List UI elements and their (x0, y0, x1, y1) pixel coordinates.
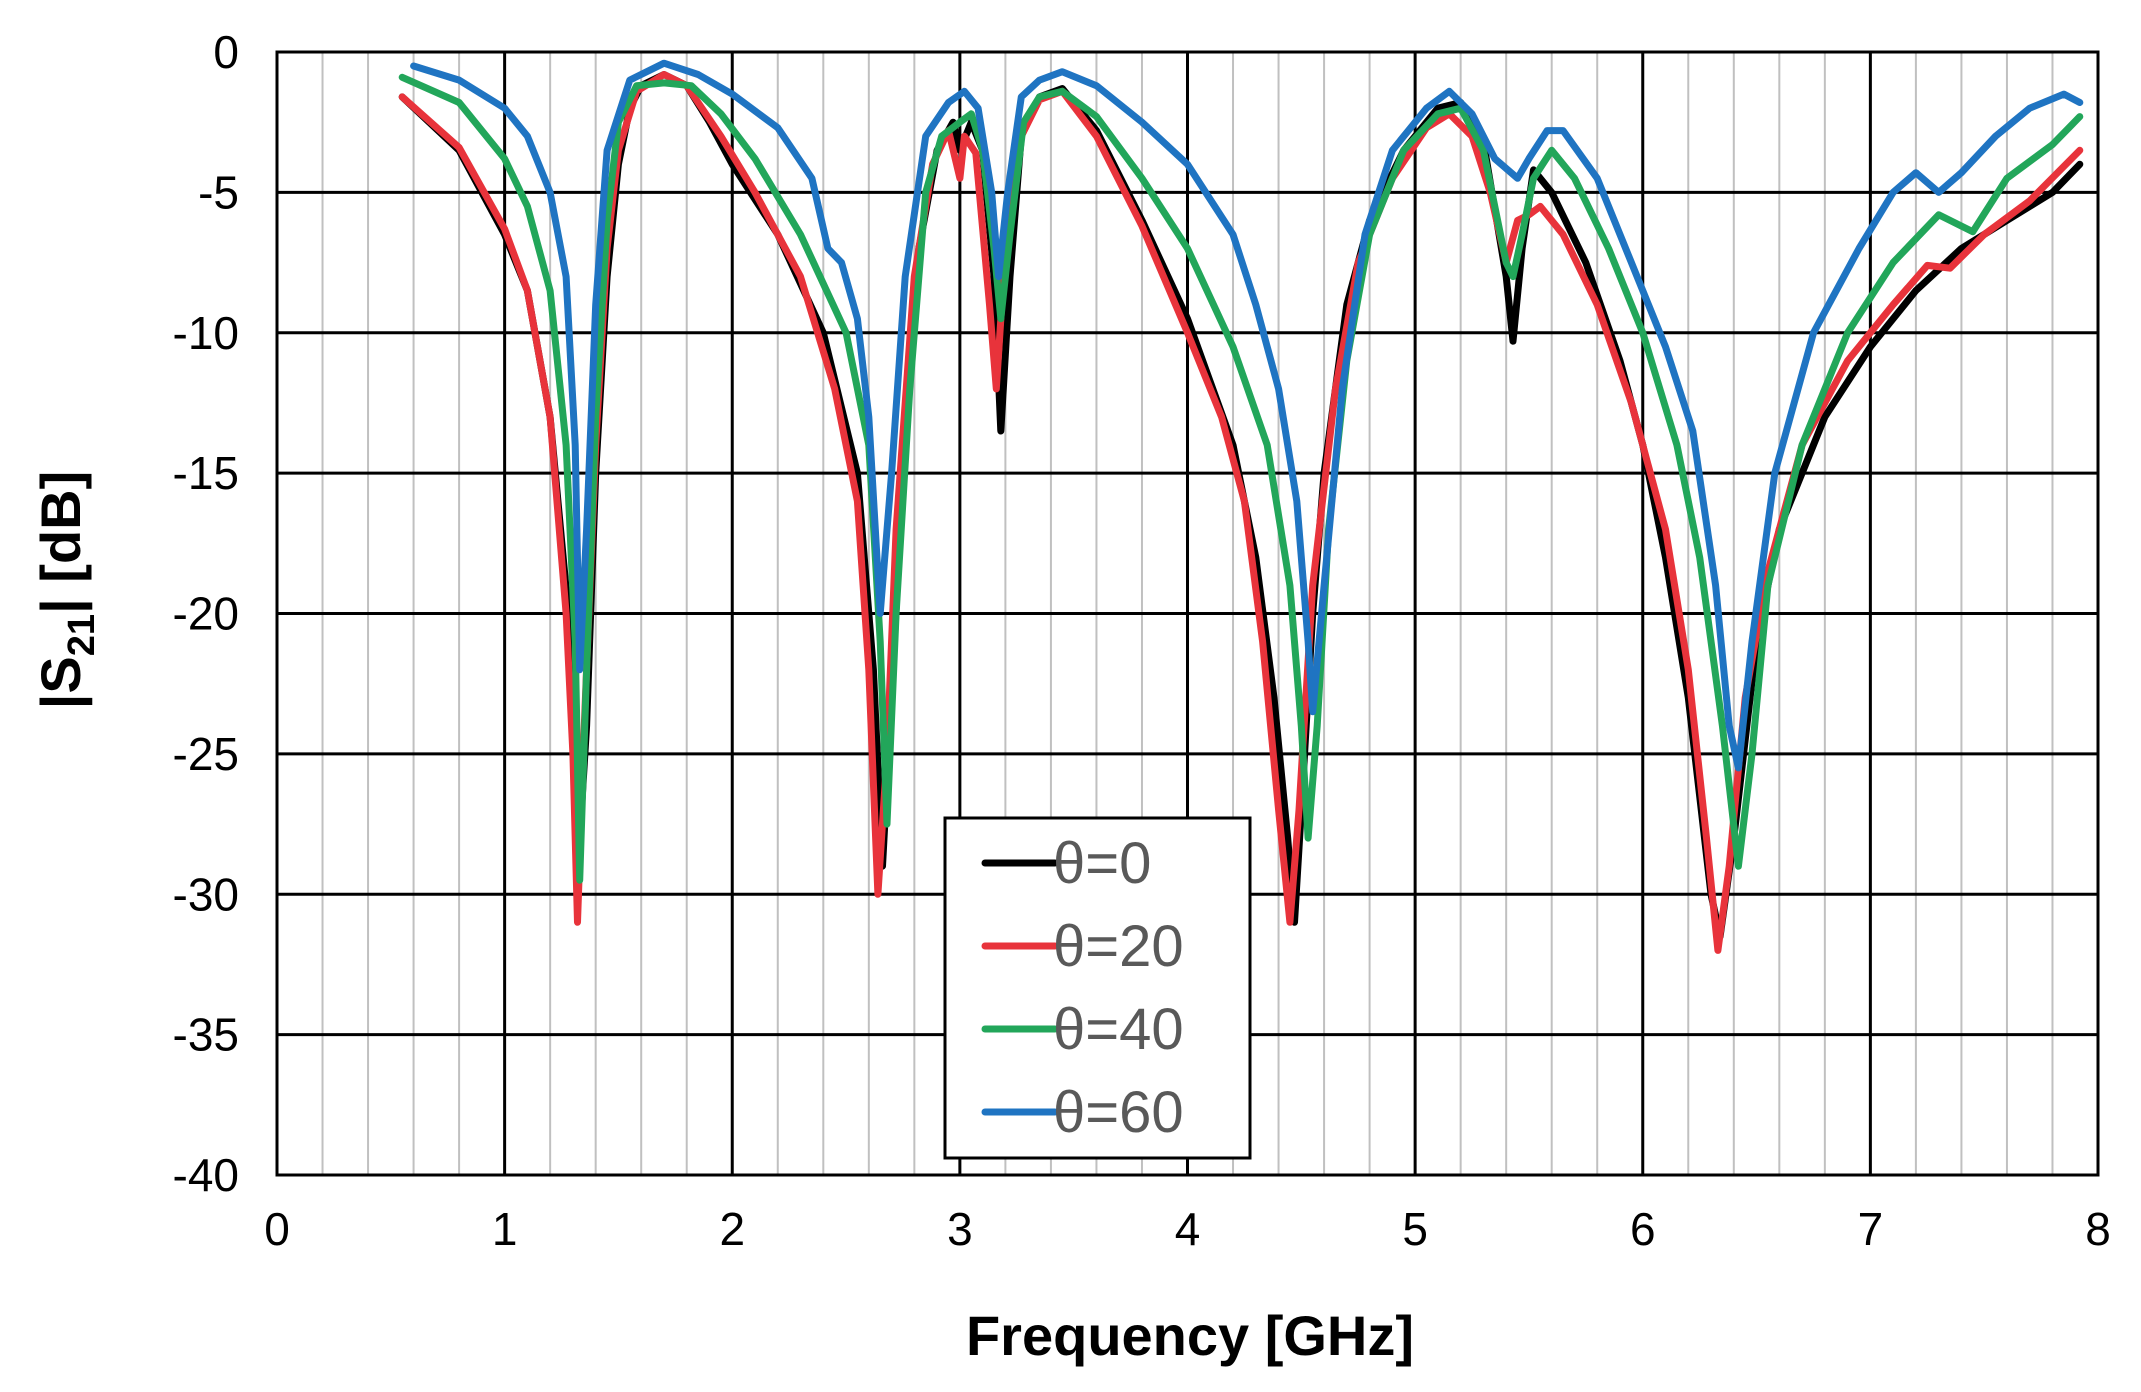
y-tick-label: -35 (173, 1009, 239, 1061)
x-tick-label: 6 (1630, 1203, 1656, 1255)
y-tick-label: -25 (173, 728, 239, 780)
y-axis-title-rest: | [dB] (29, 471, 93, 614)
x-tick-label: 4 (1175, 1203, 1201, 1255)
legend-label-3: θ=60 (1053, 1080, 1184, 1145)
y-tick-label: -5 (198, 166, 239, 218)
series-layer (398, 59, 2084, 954)
x-tick-labels: 0 1 2 3 4 5 6 7 8 (264, 1203, 2111, 1255)
y-tick-label: 0 (213, 26, 239, 78)
x-tick-label: 7 (1858, 1203, 1884, 1255)
y-tick-label: -30 (173, 868, 239, 920)
y-tick-label: -10 (173, 307, 239, 359)
y-tick-label: -20 (173, 588, 239, 640)
y-tick-labels: -40 -35 -30 -25 -20 -15 -10 -5 0 (173, 26, 239, 1201)
y-axis-title: |S21| [dB] (29, 471, 103, 709)
x-tick-label: 2 (719, 1203, 745, 1255)
x-tick-label: 0 (264, 1203, 290, 1255)
plot-area-frame (275, 50, 2100, 1177)
legend-box (943, 816, 1252, 1160)
y-axis-title-subscript: 21 (61, 614, 103, 656)
y-tick-label: -15 (173, 447, 239, 499)
series-line-2 (398, 73, 2084, 884)
x-tick-label: 5 (1402, 1203, 1428, 1255)
legend-label-2: θ=40 (1053, 997, 1184, 1062)
x-tick-label: 1 (492, 1203, 518, 1255)
y-tick-label: -40 (173, 1149, 239, 1201)
x-axis-title: Frequency [GHz] (966, 1304, 1414, 1367)
x-tick-label: 3 (947, 1203, 973, 1255)
legend-label-0: θ=0 (1053, 831, 1151, 896)
legend: θ=0 θ=20 θ=40 θ=60 (943, 816, 1252, 1160)
x-tick-label: 8 (2085, 1203, 2111, 1255)
legend-label-1: θ=20 (1053, 914, 1184, 979)
series-line-3 (410, 59, 2084, 772)
y-axis-title-main: |S (29, 656, 93, 709)
